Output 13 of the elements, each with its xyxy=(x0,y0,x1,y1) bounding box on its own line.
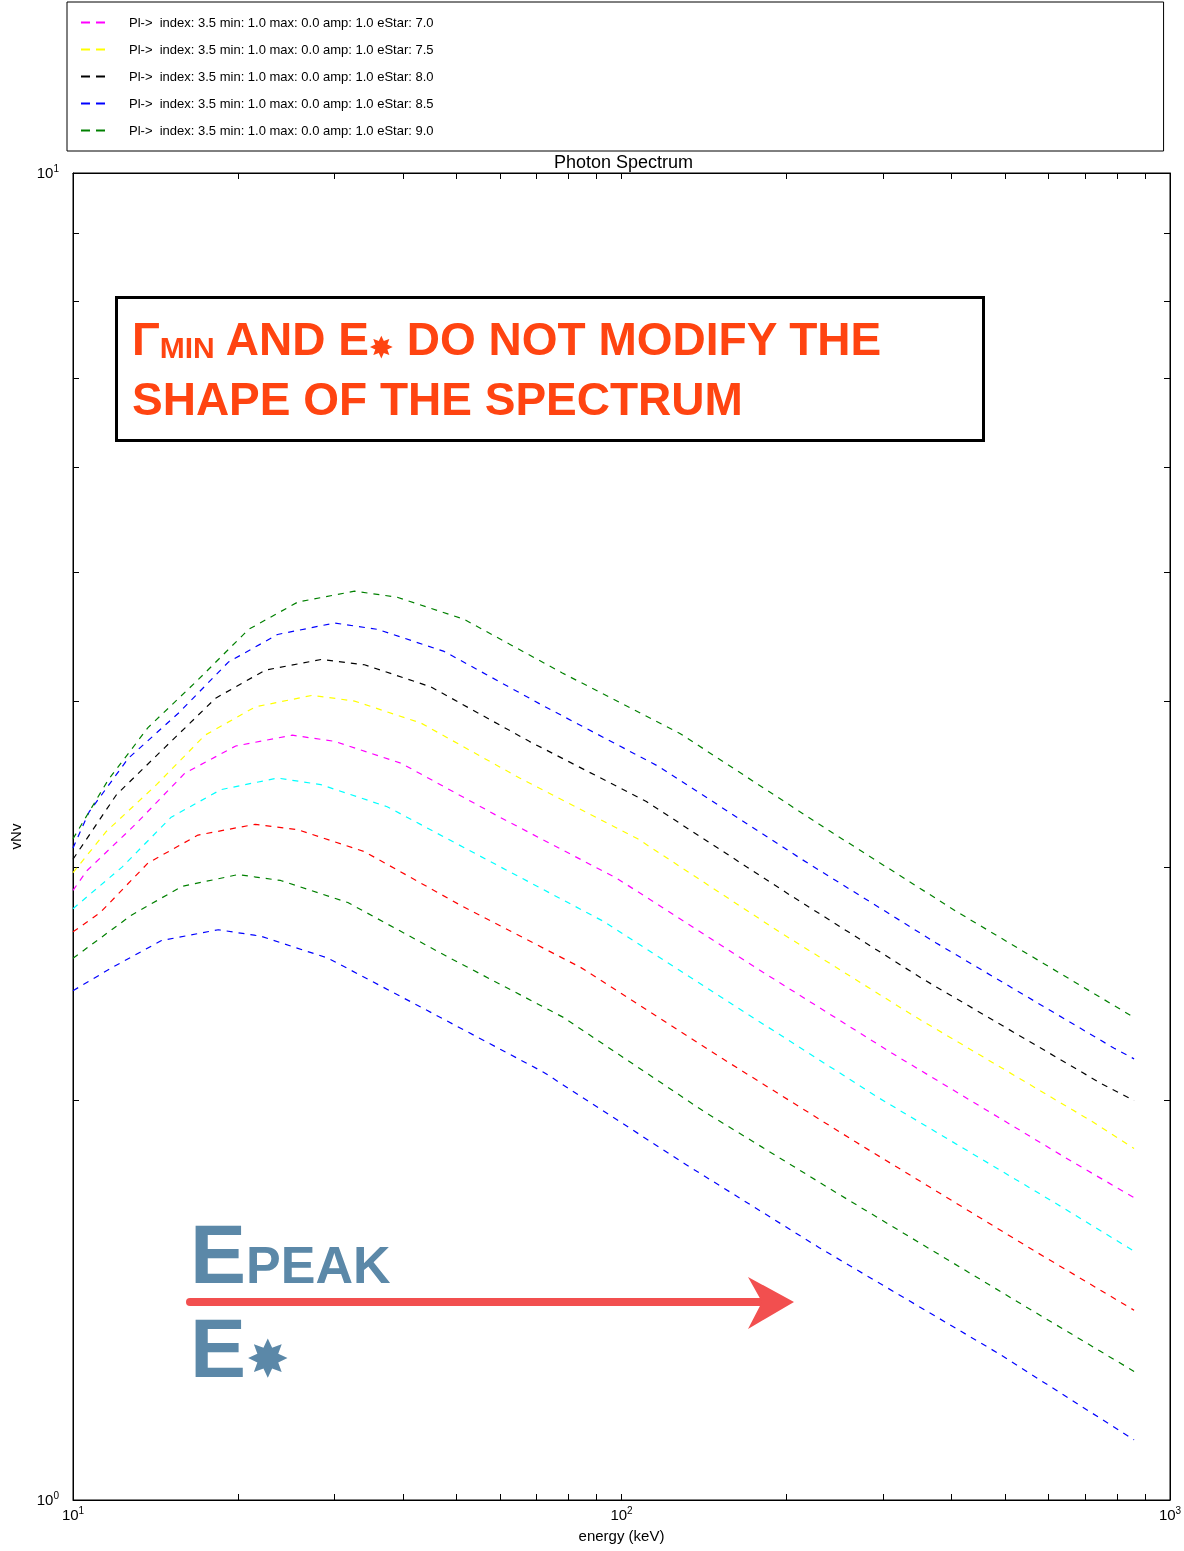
legend-label: Pl-> index: 3.5 min: 1.0 max: 0.0 amp: 1.0 eStar: 7.5 xyxy=(129,42,434,57)
x-axis-title: energy (keV) xyxy=(578,1527,665,1544)
x-tick-label: 10$^{3}$ xyxy=(1158,1505,1182,1524)
x-tick-label: 10$^{2}$ xyxy=(610,1505,633,1524)
chart-title: Photon Spectrum xyxy=(553,152,694,172)
legend-label: Pl-> index: 3.5 min: 1.0 max: 0.0 amp: 1.0 eStar: 9.0 xyxy=(129,123,434,138)
legend-label: Pl-> index: 3.5 min: 1.0 max: 0.0 amp: 1.0 eStar: 8.5 xyxy=(129,96,434,111)
y-tick-label: 10$^{0}$ xyxy=(36,1490,59,1509)
legend-label: Pl-> index: 3.5 min: 1.0 max: 0.0 amp: 1.0 eStar: 8.0 xyxy=(129,69,434,84)
y-axis-title: vNv xyxy=(7,823,24,850)
annotation: Γ$_{MIN}$ AND E$_{✸}$ DO NOT MODIFY THE SHAPE OF THE SPECTRUM xyxy=(115,296,985,442)
x-tick-label: 10$^{1}$ xyxy=(61,1505,85,1524)
legend-label: Pl-> index: 3.5 min: 1.0 max: 0.0 amp: 1.0 eStar: 7.0 xyxy=(129,15,434,30)
